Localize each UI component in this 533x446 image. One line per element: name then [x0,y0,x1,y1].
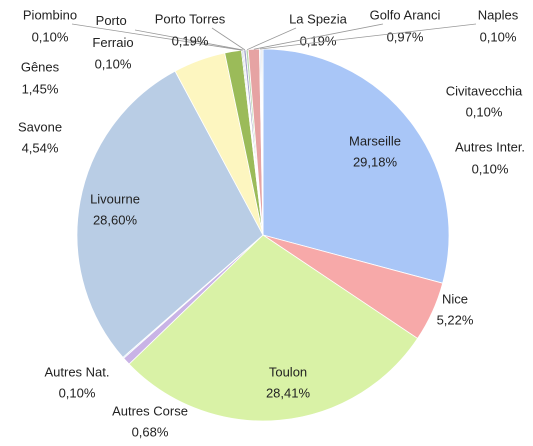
slice-label: Golfo Aranci [370,7,441,22]
slice-label: Nice [442,291,468,306]
slice-label: Autres Corse [112,403,188,418]
value-label: 0,97% [387,29,424,44]
value-label: 0,10% [466,104,503,119]
value-label: 4,54% [22,140,59,155]
leader-line [260,23,477,50]
slice-label: Livourne [90,191,140,206]
value-label: 1,45% [22,81,59,96]
leader-line [71,23,243,51]
leader-line [134,29,244,51]
value-label: 0,10% [95,56,132,71]
slice-label: Porto Torres [155,11,226,26]
pie-slice [128,234,419,422]
slice-label: Marseille [349,133,401,148]
slice-label: Autres Inter. [455,139,525,154]
slice-label: Porto Ferraio [92,13,133,50]
pie-slice [76,70,264,358]
value-label: 29,18% [353,154,398,169]
slice-label: Toulon [269,364,307,379]
value-label: 28,41% [266,385,311,400]
value-label: 0,19% [172,33,209,48]
pie-slice [262,48,450,284]
value-label: 0,10% [32,29,69,44]
slice-label: Civitavecchia [446,83,523,98]
slice-label: Naples [478,7,519,22]
value-label: 0,10% [480,29,517,44]
leader-line [211,27,246,51]
value-label: 5,22% [437,312,474,327]
slice-label: Piombino [23,7,77,22]
slice-label: La Spezia [289,11,348,26]
slice-label: Gênes [21,59,60,74]
value-label: 0,19% [300,33,337,48]
value-label: 28,60% [93,212,138,227]
slice-label: Autres Nat. [44,364,109,379]
value-label: 0,68% [132,424,169,439]
slice-label: Savone [18,119,62,134]
leader-line [246,27,297,51]
leader-line [253,23,384,50]
value-label: 0,10% [472,161,509,176]
value-label: 0,10% [59,385,96,400]
